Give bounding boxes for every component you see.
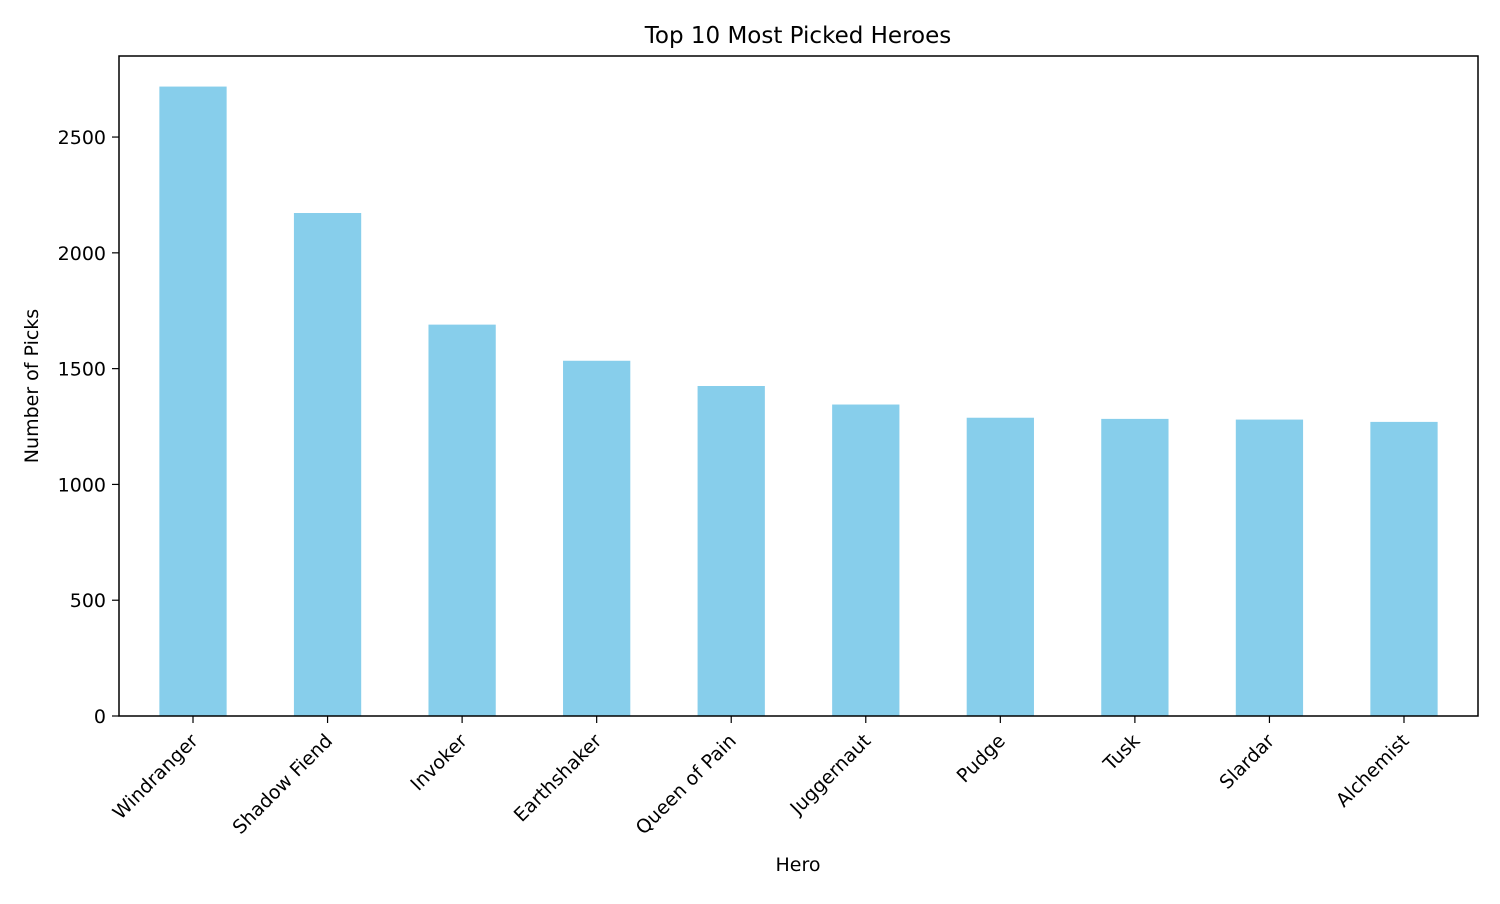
y-axis: 0 500 1000 1500 2000 2500 — [58, 127, 119, 728]
x-tick-label: Earthshaker — [510, 730, 607, 827]
bar-invoker — [428, 324, 496, 716]
y-tick-label: 2000 — [58, 243, 106, 265]
plot-frame — [118, 55, 1479, 717]
x-tick-label: Slardar — [1215, 730, 1279, 794]
bar-tusk — [1101, 418, 1169, 716]
y-tick-label: 2500 — [58, 127, 106, 149]
bars-group — [159, 86, 1438, 716]
bar-alchemist — [1370, 421, 1438, 716]
x-axis-label: Hero — [776, 854, 821, 876]
x-tick-label: Shadow Fiend — [228, 730, 337, 839]
x-tick-label: Windranger — [109, 730, 203, 824]
y-tick-label: 0 — [94, 706, 106, 728]
y-tick-label: 1000 — [58, 474, 106, 496]
x-tick-label: Pudge — [953, 730, 1010, 787]
x-tick-label: Tusk — [1099, 730, 1145, 776]
chart-title: Top 10 Most Picked Heroes — [644, 23, 952, 49]
x-tick-label: Juggernaut — [785, 730, 875, 820]
y-tick-label: 500 — [70, 590, 106, 612]
x-tick-label: Queen of Pain — [632, 730, 741, 839]
bar-slardar — [1235, 419, 1304, 716]
bar-pudge — [966, 417, 1034, 716]
x-tick-label: Alchemist — [1332, 730, 1414, 812]
bar-earthshaker — [563, 360, 631, 716]
bar-queen-of-pain — [697, 386, 765, 716]
bar-juggernaut — [832, 404, 900, 716]
y-axis-label: Number of Picks — [21, 309, 43, 463]
x-tick-label: Invoker — [406, 730, 471, 795]
bar-windranger — [159, 86, 227, 716]
bar-shadow-fiend — [293, 213, 362, 716]
y-tick-label: 1500 — [58, 359, 106, 381]
x-axis: Windranger Shadow Fiend Invoker Earthshaker… — [109, 716, 1414, 839]
